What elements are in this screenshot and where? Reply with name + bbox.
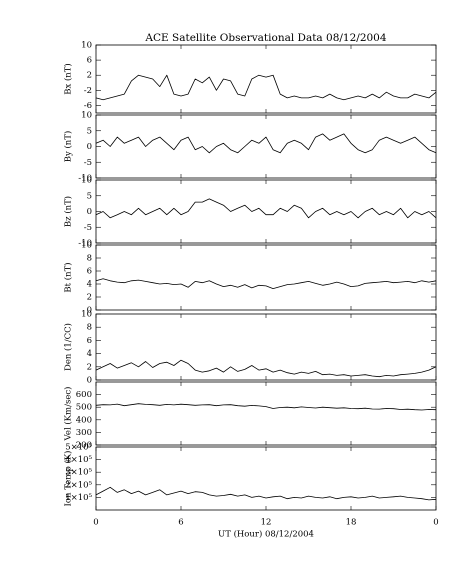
panel-frame xyxy=(95,44,437,114)
y-tick-label: 8 xyxy=(87,254,92,264)
y-tick-label: 4 xyxy=(87,280,92,290)
y-tick-label: 10 xyxy=(81,241,92,251)
panel-frame xyxy=(95,179,437,244)
x-tick-label: 12 xyxy=(261,518,272,528)
y-tick-label: 10 xyxy=(81,111,92,121)
y-axis-label: Ion Temp (K) xyxy=(63,451,74,507)
y-tick-label: -5 xyxy=(84,158,92,168)
y-tick-label: 300 xyxy=(76,428,92,438)
data-line xyxy=(95,403,437,411)
y-tick-label: 2×10⁵ xyxy=(65,480,92,490)
y-tick-label: 5×10⁵ xyxy=(65,443,92,453)
y-tick-label: 10 xyxy=(81,310,92,320)
panel-frame xyxy=(95,446,437,511)
y-axis-label: By (nT) xyxy=(63,131,74,163)
data-line xyxy=(95,359,437,378)
panel-frame xyxy=(95,114,437,179)
x-tick-label: 0 xyxy=(93,518,98,528)
data-line xyxy=(95,133,437,154)
y-tick-label: 6 xyxy=(87,336,92,346)
y-tick-label: 4 xyxy=(87,349,92,359)
y-tick-label: 400 xyxy=(76,415,92,425)
y-tick-label: 2 xyxy=(87,293,92,303)
chart-title: ACE Satellite Observational Data 08/12/2… xyxy=(144,32,386,44)
y-tick-label: 5 xyxy=(87,191,92,201)
y-tick-label: 10 xyxy=(81,176,92,186)
y-tick-label: 2 xyxy=(87,71,92,81)
y-tick-label: 6 xyxy=(87,267,92,277)
y-tick-label: -10 xyxy=(78,174,92,184)
data-line xyxy=(95,486,437,501)
y-tick-label: 0 xyxy=(87,376,92,386)
y-tick-label: 500 xyxy=(76,403,92,413)
y-axis-label: Vel (Km/sec) xyxy=(63,387,74,442)
x-tick-label: 6 xyxy=(178,518,183,528)
y-axis-label: Bt (nT) xyxy=(63,262,74,292)
data-line xyxy=(95,278,437,289)
y-tick-label: -5 xyxy=(84,223,92,233)
y-tick-label: 0 xyxy=(87,207,92,217)
y-axis-label: Bx (nT) xyxy=(63,63,74,95)
x-axis-label: UT (Hour) 08/12/2004 xyxy=(218,529,314,540)
y-axis-label: Den (1/CC) xyxy=(63,323,74,371)
y-tick-label: 3×10⁵ xyxy=(65,468,92,478)
x-tick-label: 18 xyxy=(346,518,357,528)
y-tick-label: 4×10⁵ xyxy=(65,455,92,465)
y-tick-label: 0 xyxy=(87,142,92,152)
y-tick-label: 1×10⁵ xyxy=(65,493,92,503)
y-tick-label: 600 xyxy=(76,390,92,400)
panel-frame xyxy=(95,244,437,311)
y-axis-label: Bz (nT) xyxy=(63,196,74,227)
y-tick-label: 2 xyxy=(87,362,92,372)
y-tick-label: -2 xyxy=(84,86,92,96)
data-line xyxy=(95,198,437,219)
panel-frame xyxy=(95,313,437,381)
data-line xyxy=(95,74,437,101)
x-tick-label: 0 xyxy=(433,518,438,528)
y-tick-label: 0 xyxy=(87,306,92,316)
y-tick-label: 200 xyxy=(76,441,92,451)
y-tick-label: 6 xyxy=(87,56,92,66)
y-tick-label: 5 xyxy=(87,126,92,136)
y-tick-label: 10 xyxy=(81,41,92,51)
y-tick-label: -10 xyxy=(78,239,92,249)
panel-frame xyxy=(95,381,437,446)
y-tick-label: 8 xyxy=(87,323,92,333)
y-tick-label: -6 xyxy=(84,101,92,111)
